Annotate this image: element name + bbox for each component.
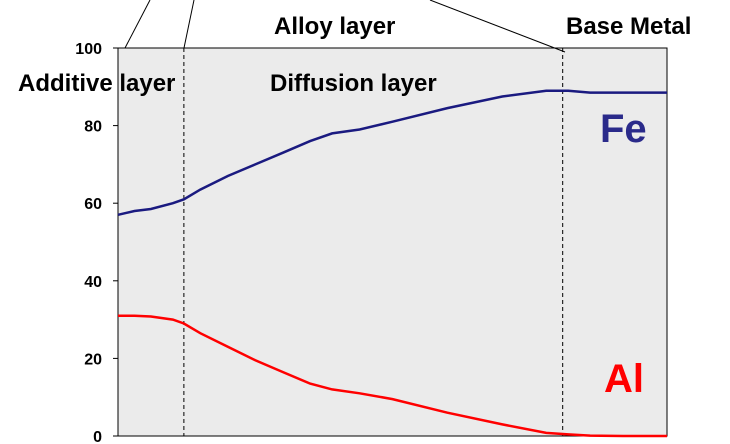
series-line-al [118, 314, 667, 438]
series-line-fe [117, 89, 667, 217]
leader-line-additive [124, 0, 151, 49]
diffusion-layer-label: Diffusion layer [270, 70, 437, 97]
series-label-al: Al [604, 357, 644, 401]
y-axis: 0 20 40 60 80 100 [75, 41, 118, 444]
y-tick-label: 100 [75, 41, 102, 58]
additive-layer-label: Additive layer [18, 70, 175, 97]
alloy-layer-label: Alloy layer [274, 13, 395, 40]
y-tick-label: 0 [93, 429, 102, 444]
y-tick-label: 40 [84, 274, 102, 291]
y-tick-label: 20 [84, 351, 102, 368]
plot-area [117, 47, 668, 437]
series-label-fe: Fe [600, 107, 647, 151]
leader-line-alloy [429, 0, 566, 53]
y-tick-label: 60 [84, 196, 102, 213]
y-tick-label: 80 [84, 119, 102, 136]
base-metal-label: Base Metal [566, 13, 691, 40]
leader-line-diffusion [183, 0, 195, 49]
